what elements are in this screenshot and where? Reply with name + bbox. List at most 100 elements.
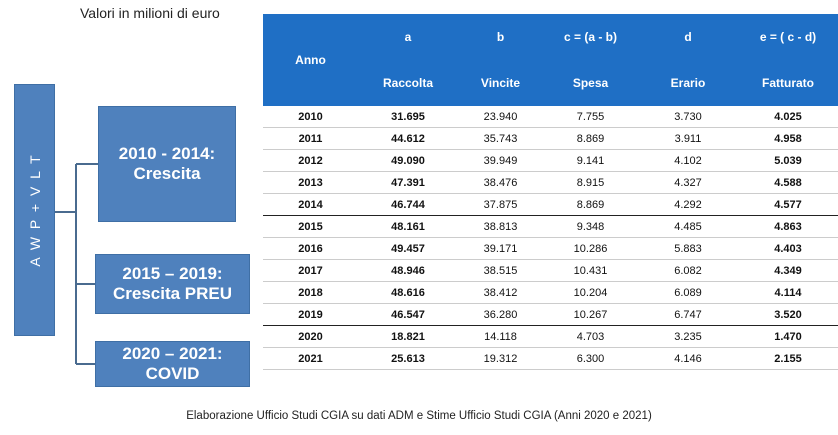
value-cell: 7.755 [543, 106, 638, 128]
table-row: 2017 48.946 38.515 10.431 6.082 4.349 [263, 259, 838, 282]
value-cell: 8.869 [543, 127, 638, 150]
formula-header: e = ( c - d) [738, 14, 838, 60]
header-row: Anno a b c = (a - b) d e = ( c - d) [263, 14, 838, 106]
column-header: Raccolta [358, 60, 458, 106]
period-label: COVID [145, 364, 200, 383]
period-box: 2020 – 2021: COVID [95, 341, 250, 387]
value-cell: 4.588 [738, 171, 838, 194]
table-row: 2018 48.616 38.412 10.204 6.089 4.114 [263, 281, 838, 304]
value-cell: 4.114 [738, 281, 838, 304]
value-cell: 3.235 [638, 325, 738, 348]
value-cell: 4.025 [738, 106, 838, 128]
table-row: 2010 31.695 23.940 7.755 3.730 4.025 [263, 106, 838, 128]
value-cell: 36.280 [458, 303, 543, 326]
year-cell: 2020 [263, 325, 358, 348]
year-cell: 2012 [263, 149, 358, 172]
value-cell: 6.082 [638, 259, 738, 282]
year-cell: 2013 [263, 171, 358, 194]
year-cell: 2011 [263, 127, 358, 150]
value-cell: 10.286 [543, 237, 638, 260]
value-cell: 4.292 [638, 193, 738, 216]
value-cell: 48.946 [358, 259, 458, 282]
value-cell: 38.515 [458, 259, 543, 282]
value-cell: 31.695 [358, 106, 458, 128]
value-cell: 4.327 [638, 171, 738, 194]
value-cell: 3.520 [738, 303, 838, 326]
table-row: 2016 49.457 39.171 10.286 5.883 4.403 [263, 237, 838, 260]
formula-header: a [358, 14, 458, 60]
value-cell: 44.612 [358, 127, 458, 150]
column-header: Fatturato [738, 60, 838, 106]
column-header: Vincite [458, 60, 543, 106]
period-label: Crescita [133, 164, 201, 183]
year-cell: 2021 [263, 347, 358, 370]
units-note: Valori in milioni di euro [80, 5, 220, 21]
year-cell: 2015 [263, 215, 358, 238]
period-label: Crescita PREU [112, 284, 233, 303]
year-cell: 2017 [263, 259, 358, 282]
value-cell: 5.039 [738, 149, 838, 172]
value-cell: 4.403 [738, 237, 838, 260]
value-cell: 46.744 [358, 193, 458, 216]
value-cell: 38.813 [458, 215, 543, 238]
period-box: 2010 - 2014: Crescita [98, 106, 236, 222]
value-cell: 49.090 [358, 149, 458, 172]
value-cell: 4.485 [638, 215, 738, 238]
value-cell: 1.470 [738, 325, 838, 348]
table-row: 2020 18.821 14.118 4.703 3.235 1.470 [263, 325, 838, 348]
year-cell: 2018 [263, 281, 358, 304]
value-cell: 39.949 [458, 149, 543, 172]
value-cell: 3.911 [638, 127, 738, 150]
table-row: 2021 25.613 19.312 6.300 4.146 2.155 [263, 347, 838, 370]
value-cell: 6.300 [543, 347, 638, 370]
value-cell: 25.613 [358, 347, 458, 370]
value-cell: 19.312 [458, 347, 543, 370]
table-row: 2015 48.161 38.813 9.348 4.485 4.863 [263, 215, 838, 238]
value-cell: 47.391 [358, 171, 458, 194]
value-cell: 38.476 [458, 171, 543, 194]
table-row: 2013 47.391 38.476 8.915 4.327 4.588 [263, 171, 838, 194]
value-cell: 3.730 [638, 106, 738, 128]
value-cell: 14.118 [458, 325, 543, 348]
value-cell: 10.431 [543, 259, 638, 282]
value-cell: 48.161 [358, 215, 458, 238]
value-cell: 8.869 [543, 193, 638, 216]
footer: Elaborazione Ufficio Studi CGIA su dati … [186, 410, 652, 422]
table-row: 2014 46.744 37.875 8.869 4.292 4.577 [263, 193, 838, 216]
header-row: Raccolta Vincite Spesa Erario Fatturato [263, 60, 838, 106]
value-cell: 48.616 [358, 281, 458, 304]
column-header: Spesa [543, 60, 638, 106]
value-cell: 49.457 [358, 237, 458, 260]
year-cell: 2010 [263, 106, 358, 128]
value-cell: 4.146 [638, 347, 738, 370]
value-cell: 5.883 [638, 237, 738, 260]
value-cell: 46.547 [358, 303, 458, 326]
value-cell: 18.821 [358, 325, 458, 348]
period-box: 2015 – 2019: Crescita PREU [95, 254, 250, 314]
year-cell: 2014 [263, 193, 358, 216]
value-cell: 38.412 [458, 281, 543, 304]
period-range: 2020 – 2021: [122, 344, 223, 363]
period-range: 2010 - 2014: [118, 144, 216, 163]
value-cell: 2.155 [738, 347, 838, 370]
year-cell: 2016 [263, 237, 358, 260]
value-cell: 4.703 [543, 325, 638, 348]
bracket [55, 163, 98, 365]
value-cell: 4.349 [738, 259, 838, 282]
value-cell: 8.915 [543, 171, 638, 194]
value-cell: 35.743 [458, 127, 543, 150]
value-cell: 10.267 [543, 303, 638, 326]
value-cell: 23.940 [458, 106, 543, 128]
table-row: 2011 44.612 35.743 8.869 3.911 4.958 [263, 127, 838, 150]
table-row: 2019 46.547 36.280 10.267 6.747 3.520 [263, 303, 838, 326]
period-range: 2015 – 2019: [122, 264, 223, 283]
side-box: A W P + V L T [14, 84, 55, 336]
column-header: Erario [638, 60, 738, 106]
value-cell: 9.348 [543, 215, 638, 238]
value-cell: 4.863 [738, 215, 838, 238]
value-cell: 10.204 [543, 281, 638, 304]
formula-header: b [458, 14, 543, 60]
side-label: A W P + V L T [26, 153, 43, 267]
formula-header: d [638, 14, 738, 60]
